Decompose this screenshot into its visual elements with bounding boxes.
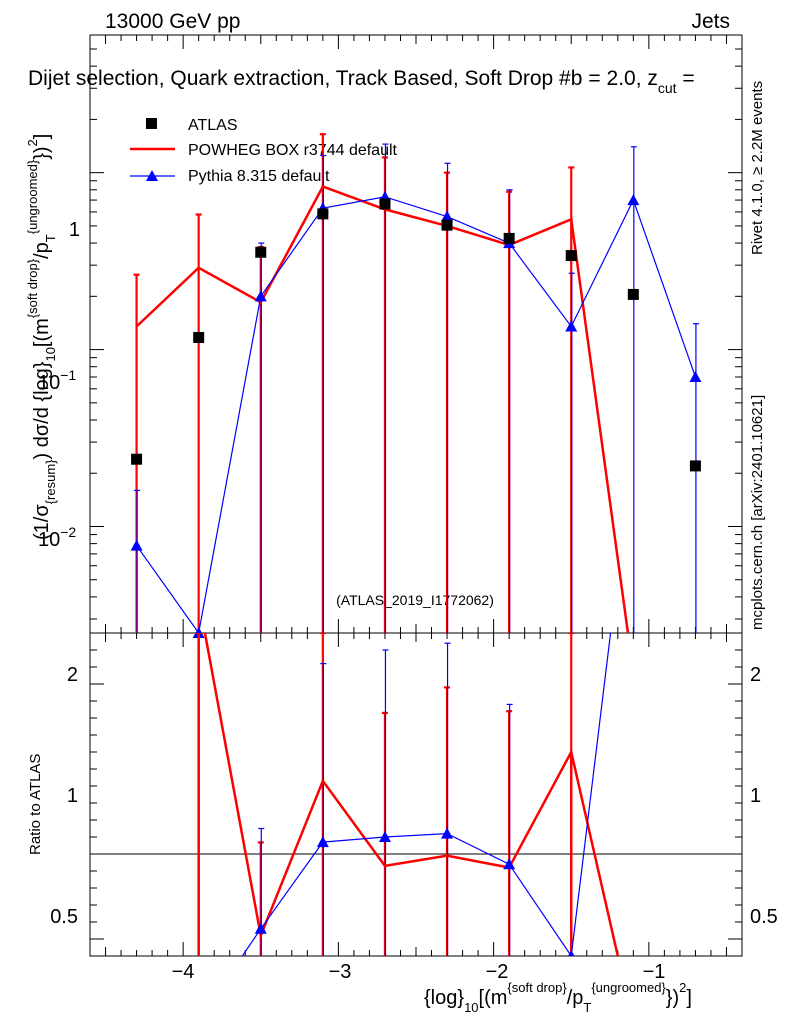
atlas-point <box>255 246 267 258</box>
x-axis-mid2-sup: {ungroomed} <box>591 980 666 995</box>
pythia-point <box>130 539 143 551</box>
y-main-tick-1e-2-exp: −2 <box>60 524 76 540</box>
atlas-point <box>441 219 453 231</box>
x-tick-m3: −3 <box>329 961 352 983</box>
x-axis-mid-sup: {soft drop} <box>507 980 567 995</box>
rivet-label: Rivet 4.1.0, ≥ 2.2M events <box>749 81 766 255</box>
pythia-ratio-point <box>503 858 516 870</box>
pythia-ratio-point <box>378 831 391 842</box>
y-ratio-tick-right-2: 2 <box>750 664 761 686</box>
legend-atlas-marker <box>146 118 157 129</box>
pythia-point <box>689 370 702 382</box>
y-main-tick-1: 1 <box>69 219 80 241</box>
legend-atlas-label: ATLAS <box>188 117 238 134</box>
category-label: Jets <box>691 10 730 33</box>
x-axis-prefix: {log} <box>424 987 464 1009</box>
pythia-point <box>627 194 640 206</box>
x-axis-mid2: /p <box>567 987 584 1009</box>
ratio-panel-frame <box>89 632 743 957</box>
y-ratio-tick-right-0p5: 0.5 <box>750 906 778 928</box>
atlas-point <box>131 453 143 465</box>
ratio-panel-data <box>195 633 620 956</box>
y-axis-main-prefix: (1/σ <box>31 504 53 540</box>
plot-title-main: Dijet selection, Quark extraction, Track… <box>28 67 582 90</box>
pythia-ratio-line <box>241 633 612 956</box>
pythia-ratio-point <box>441 827 454 839</box>
analysis-watermark: (ATLAS_2019_I1772062) <box>336 592 494 608</box>
energy-label: 13000 GeV pp <box>105 10 240 33</box>
y-axis-main-label: (1/σ{resum}) dσ/d {log}10[(m{soft drop}/… <box>25 134 58 540</box>
pythia-ratio-point <box>254 922 267 934</box>
plot-title-tail: = <box>677 67 695 90</box>
y-main-tick-1e-2-base: 10 <box>38 529 60 551</box>
axis-ticks <box>90 34 742 956</box>
atlas-point <box>193 332 205 344</box>
y-axis-main-tail2-sup: {ungroomed} <box>25 159 40 234</box>
pythia-ratio-point <box>567 950 575 956</box>
x-tick-m2: −2 <box>486 961 509 983</box>
x-axis-close: ] <box>686 987 692 1009</box>
x-tick-m1: −1 <box>643 961 666 983</box>
atlas-point <box>503 232 515 244</box>
plot-title-sub: cut <box>658 80 677 96</box>
y-main-tick-1e-1: 10−1 <box>38 367 76 394</box>
y-axis-ratio-label: Ratio to ATLAS <box>27 754 44 855</box>
atlas-point <box>565 250 577 262</box>
pythia-series-line <box>136 196 696 635</box>
x-axis-prefix-sub: 10 <box>464 1000 478 1015</box>
mcplots-label: mcplots.cern.ch [arXiv:2401.10621] <box>749 395 766 630</box>
legend: ATLAS POWHEG BOX r3744 default Pythia 8.… <box>130 117 398 185</box>
pythia-point <box>192 627 205 638</box>
x-axis-label: {log}10[(m{soft drop}/pT{ungroomed}})2] <box>424 980 692 1015</box>
legend-pythia-marker <box>146 170 158 181</box>
y-ratio-tick-right-1: 1 <box>750 785 761 807</box>
y-axis-main-tail2-sub: T <box>43 234 58 242</box>
x-axis-mid2-sub: T <box>583 1000 591 1015</box>
atlas-point <box>689 460 701 472</box>
x-axis-end: }) <box>666 987 679 1009</box>
x-tick-m4: −4 <box>172 961 195 983</box>
legend-pythia-label: Pythia 8.315 default <box>188 168 330 185</box>
y-main-tick-1e-1-base: 10 <box>38 372 60 394</box>
y-ratio-tick-2: 2 <box>67 664 78 686</box>
plot-title: Dijet selection, Quark extraction, Track… <box>28 67 695 96</box>
y-axis-main-middle: ) dσ/d {log} <box>31 361 53 459</box>
powheg-ratio-line <box>203 633 620 956</box>
atlas-point <box>317 208 329 220</box>
pythia-point <box>565 320 578 332</box>
y-axis-main-close: ] <box>31 134 53 140</box>
y-axis-main-prefix-sub: {resum} <box>43 459 58 504</box>
pythia-point <box>441 210 454 222</box>
y-axis-main-tail2: /p <box>31 242 53 259</box>
pythia-point <box>254 290 267 302</box>
x-axis-end-sup: 2 <box>679 980 686 995</box>
y-ratio-tick-1: 1 <box>67 785 78 807</box>
main-panel-data <box>130 133 702 638</box>
legend-powheg-label: POWHEG BOX r3744 default <box>188 142 398 159</box>
x-axis-mid: [(m <box>479 987 508 1009</box>
y-main-tick-1e-1-exp: −1 <box>60 367 76 383</box>
atlas-point <box>379 198 391 210</box>
y-axis-main-middle-sub: 10 <box>43 347 58 361</box>
pythia-ratio-point <box>316 836 329 848</box>
y-axis-main-end: }) <box>31 146 53 159</box>
ratio-clip-group <box>195 633 620 956</box>
y-main-tick-1e-2: 10−2 <box>38 524 76 551</box>
atlas-point <box>627 288 639 300</box>
y-ratio-tick-0p5: 0.5 <box>50 906 78 928</box>
y-axis-main-tail-sup: {soft drop} <box>25 258 40 318</box>
plot-title-extra: = 2.0, z <box>588 67 657 90</box>
y-axis-main-tail: [(m <box>31 318 53 347</box>
y-axis-main-end-sup: 2 <box>25 139 40 146</box>
